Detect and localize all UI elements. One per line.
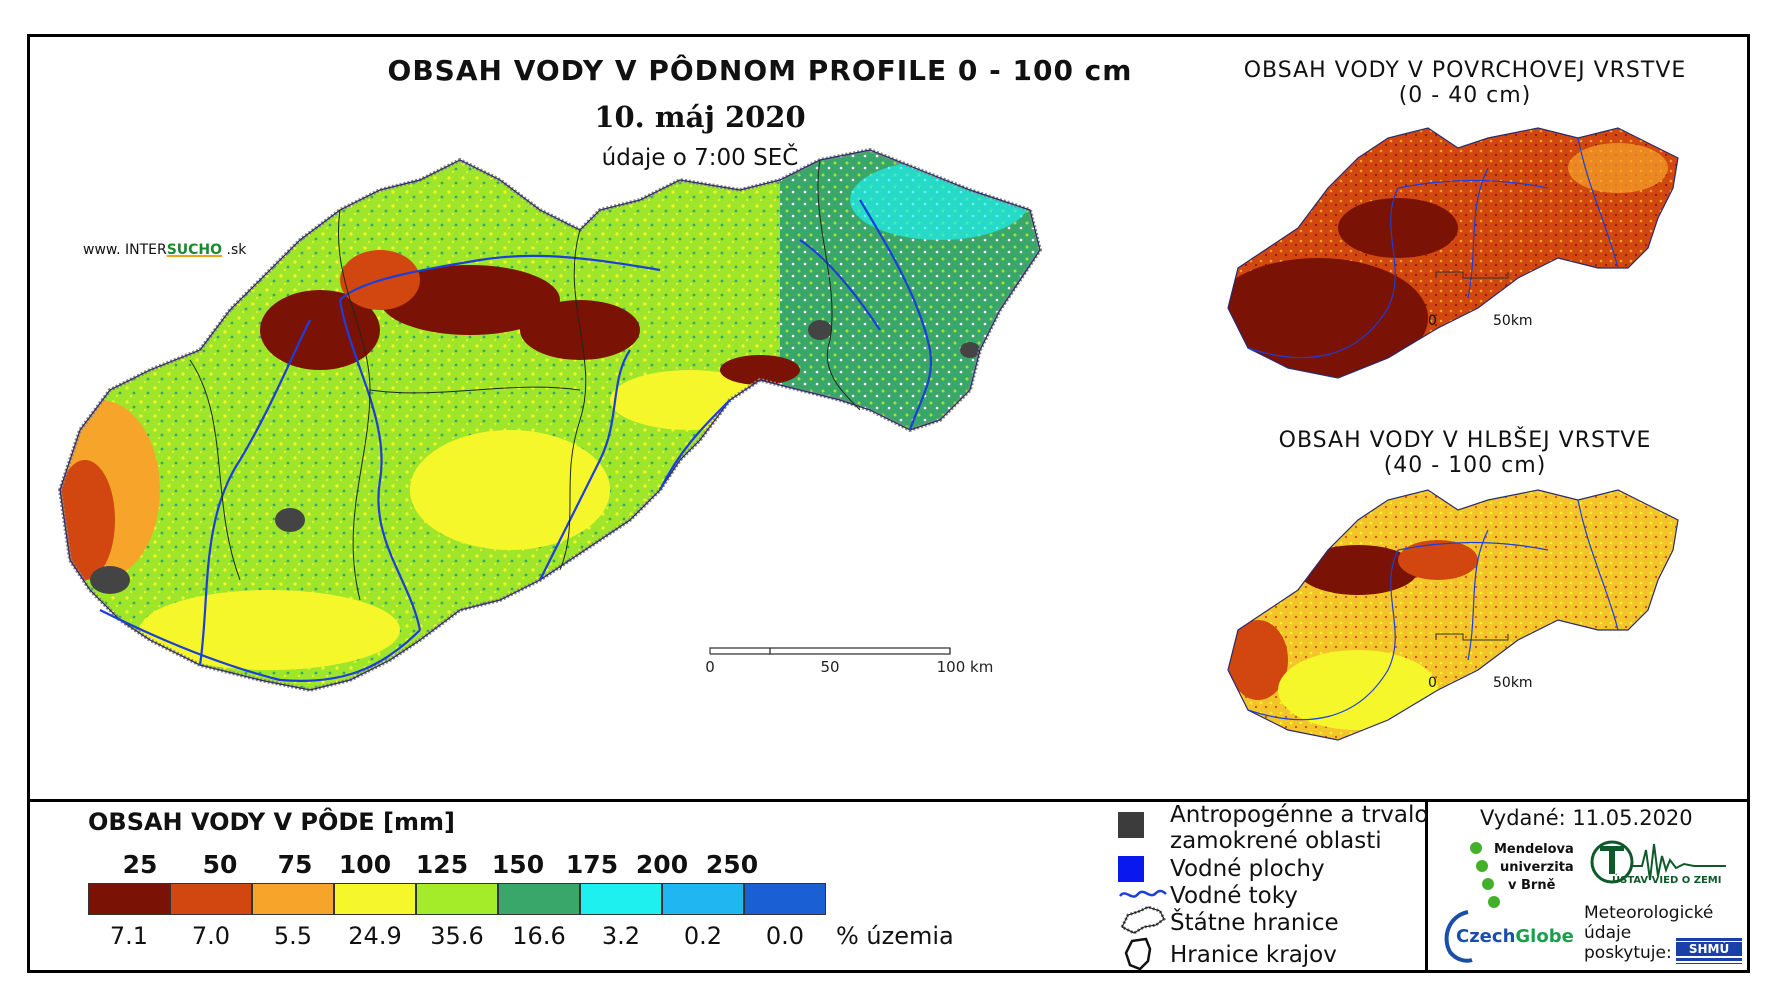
meteo-credit: Meteorologické údaje poskytuje: (1584, 903, 1713, 963)
czechglobe-name-a: Czech (1456, 926, 1516, 947)
key-anthropogenic-line2: zamokrené oblasti (1170, 828, 1382, 854)
issued-divider (1425, 799, 1428, 973)
inset-bottom-scale-50: 50km (1493, 675, 1533, 691)
inset-top-scale-0: 0 (1428, 313, 1437, 329)
legend-tick-5: 150 (491, 850, 545, 879)
seismograph-icon (1590, 840, 1726, 884)
main-scale-0: 0 (705, 658, 715, 676)
legend-swatch-6 (580, 883, 662, 915)
shmu-logo: SHMÚ (1676, 938, 1742, 964)
main-date: 10. máj 2020 (594, 100, 806, 134)
mendel-line1: Mendelova (1494, 842, 1574, 857)
legend-tick-1: 50 (202, 850, 238, 879)
key-state-border: Štátne hranice (1170, 910, 1339, 936)
legend-pct-3: 24.9 (348, 922, 402, 950)
legend-swatch-3 (334, 883, 416, 915)
czechglobe-name-b: Globe (1515, 926, 1574, 947)
key-anthropogenic-line1: Antropogénne a trvalo (1170, 802, 1429, 828)
intersucho-prefix: www. INTER (83, 242, 167, 258)
legend-pct-1: 7.0 (191, 922, 231, 950)
legend-tick-0: 25 (122, 850, 158, 879)
meteo-line3: poskytuje: (1584, 943, 1672, 963)
inset-top-scale-50: 50km (1493, 313, 1533, 329)
anthropogenic-swatch-icon (1118, 812, 1144, 838)
main-title: OBSAH VODY V PÔDNOM PROFILE 0 - 100 cm (387, 54, 1133, 87)
intersucho-accent: SUCHO (166, 242, 223, 258)
legend-tick-7: 200 (635, 850, 689, 879)
inset-top-title-line2: (0 - 40 cm) (1398, 83, 1532, 108)
mendel-line2: univerzita (1500, 860, 1574, 875)
legend-divider (27, 799, 1750, 802)
legend-swatch-4 (416, 883, 498, 915)
inset-bottom-title-line2: (40 - 100 cm) (1383, 453, 1547, 478)
mendel-line3: v Brně (1508, 878, 1556, 893)
inset-bottom-title-line1: OBSAH VODY V HLBŠEJ VRSTVE (1278, 428, 1652, 453)
legend-tick-6: 175 (565, 850, 619, 879)
key-region-border: Hranice krajov (1170, 942, 1337, 968)
intersucho-suffix: .sk (222, 242, 247, 258)
legend-tick-2: 75 (277, 850, 313, 879)
legend-pct-2: 5.5 (273, 922, 313, 950)
main-scale-50: 50 (820, 658, 839, 676)
inset-bottom-scale-0: 0 (1428, 675, 1437, 691)
ustav-vied-name: ÚSTAV VIED O ZEMI (1612, 875, 1722, 886)
meteo-line1: Meteorologické (1584, 903, 1714, 923)
legend-swatch-5 (498, 883, 580, 915)
main-scale-100: 100 km (937, 658, 994, 676)
water-body-swatch-icon (1118, 856, 1144, 882)
legend-pct-4: 35.6 (430, 922, 484, 950)
legend-swatch-8 (744, 883, 826, 915)
main-map (58, 148, 1042, 692)
meteo-line2: údaje (1584, 923, 1632, 943)
inset-top-title-line1: OBSAH VODY V POVRCHOVEJ VRSTVE (1243, 58, 1687, 83)
inset-top-title: OBSAH VODY V POVRCHOVEJ VRSTVE (0 - 40 c… (1205, 58, 1725, 108)
legend-pct-7: 0.2 (683, 922, 723, 950)
legend-title: OBSAH VODY V PÔDE [mm] (88, 808, 456, 836)
legend-tick-8: 250 (705, 850, 759, 879)
issued-date: Vydané: 11.05.2020 (1480, 806, 1693, 830)
legend-tick-3: 100 (338, 850, 392, 879)
key-streams: Vodné toky (1170, 883, 1298, 909)
inset-bottom-map (1227, 489, 1679, 741)
state-border-icon (1119, 905, 1166, 935)
legend-unit: % územia (836, 922, 954, 950)
key-water-bodies: Vodné plochy (1170, 856, 1325, 882)
legend-pct-0: 7.1 (109, 922, 149, 950)
czechglobe-arc-icon (1444, 910, 1473, 963)
inset-bottom-title: OBSAH VODY V HLBŠEJ VRSTVE (40 - 100 cm) (1205, 428, 1725, 478)
main-time: údaje o 7:00 SEČ (601, 145, 799, 171)
legend-swatch-2 (252, 883, 334, 915)
key-anthropogenic: Antropogénne a trvalo zamokrené oblasti (1170, 802, 1428, 854)
region-border-icon (1124, 937, 1152, 971)
intersucho-link[interactable]: www. INTERSUCHO .sk (83, 242, 246, 258)
mendel-dots-icon (1470, 842, 1500, 908)
shmu-name: SHMÚ (1676, 942, 1742, 956)
inset-top-map (1227, 127, 1679, 379)
legend-pct-8: 0.0 (765, 922, 805, 950)
legend-pct-6: 3.2 (601, 922, 641, 950)
legend-pct-5: 16.6 (512, 922, 566, 950)
legend-swatch-1 (170, 883, 252, 915)
legend-swatch-0 (88, 883, 170, 915)
main-scale-bar: 0 50 100 km (705, 647, 994, 676)
legend-tick-4: 125 (415, 850, 469, 879)
stream-line-icon (1119, 889, 1167, 898)
czechglobe-name: CzechGlobe (1456, 926, 1574, 947)
legend-swatch-7 (662, 883, 744, 915)
